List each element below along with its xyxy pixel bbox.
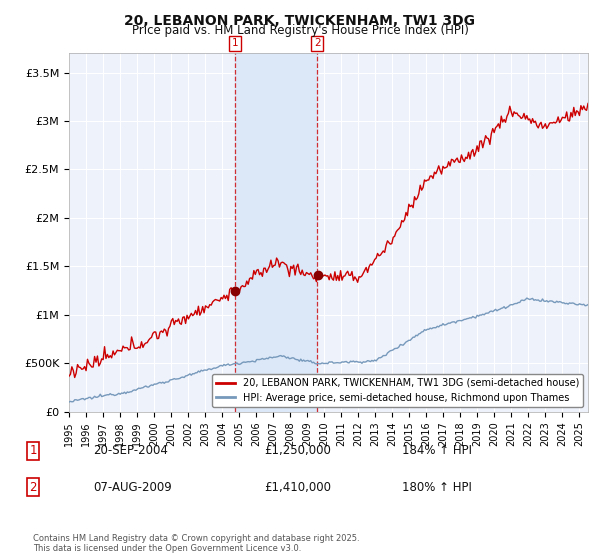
Text: 1: 1 xyxy=(29,444,37,458)
Text: 2: 2 xyxy=(314,38,320,48)
Text: 1: 1 xyxy=(232,38,238,48)
Text: 184% ↑ HPI: 184% ↑ HPI xyxy=(402,444,472,458)
Text: 20-SEP-2004: 20-SEP-2004 xyxy=(93,444,168,458)
Text: 2: 2 xyxy=(29,480,37,494)
Text: Price paid vs. HM Land Registry's House Price Index (HPI): Price paid vs. HM Land Registry's House … xyxy=(131,24,469,36)
Text: £1,250,000: £1,250,000 xyxy=(264,444,331,458)
Text: Contains HM Land Registry data © Crown copyright and database right 2025.
This d: Contains HM Land Registry data © Crown c… xyxy=(33,534,359,553)
Text: 07-AUG-2009: 07-AUG-2009 xyxy=(93,480,172,494)
Bar xyxy=(235,53,317,412)
Text: £1,410,000: £1,410,000 xyxy=(264,480,331,494)
Text: 20, LEBANON PARK, TWICKENHAM, TW1 3DG: 20, LEBANON PARK, TWICKENHAM, TW1 3DG xyxy=(125,14,476,28)
Legend: 20, LEBANON PARK, TWICKENHAM, TW1 3DG (semi-detached house), HPI: Average price,: 20, LEBANON PARK, TWICKENHAM, TW1 3DG (s… xyxy=(212,374,583,407)
Text: 180% ↑ HPI: 180% ↑ HPI xyxy=(402,480,472,494)
